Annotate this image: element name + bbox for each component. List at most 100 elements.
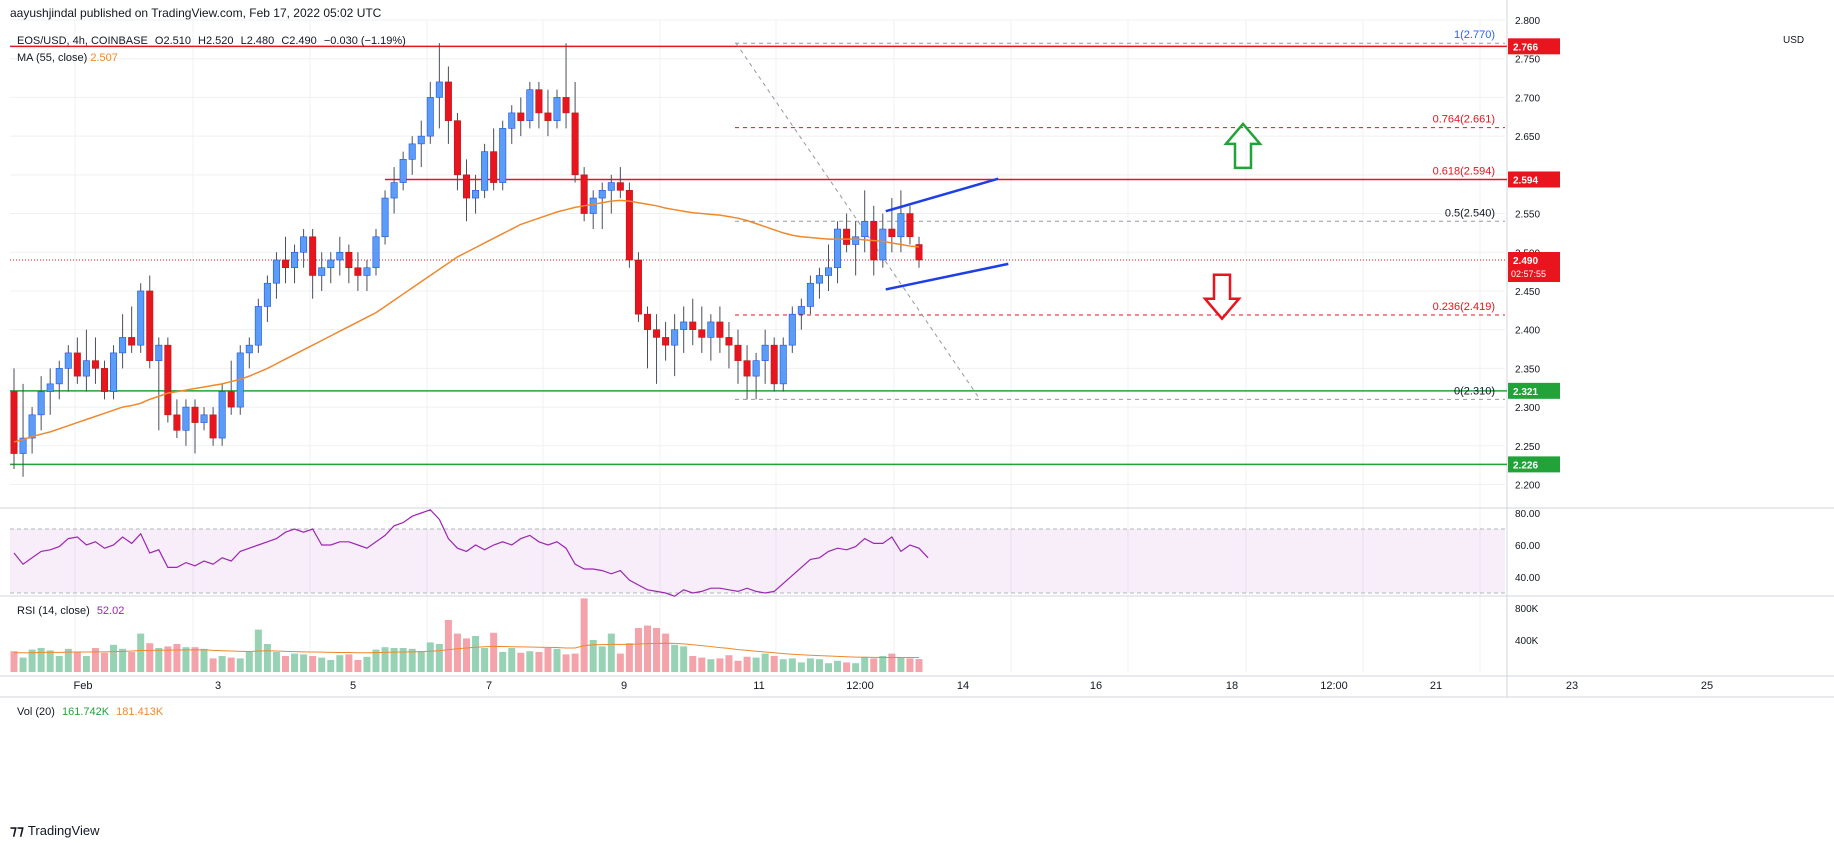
volume-bar: [734, 660, 742, 672]
candle-body: [834, 228, 842, 269]
time-tick-label: 21: [1430, 680, 1442, 692]
candle-body: [426, 97, 434, 137]
volume-bar: [73, 652, 81, 672]
volume-bar: [354, 660, 362, 672]
rsi-title: RSI (14, close): [17, 605, 90, 617]
volume-bar: [37, 648, 45, 672]
volume-bar: [906, 658, 914, 672]
price-tick-label: 2.300: [1515, 403, 1540, 414]
candle-body: [879, 228, 887, 261]
volume-bar: [526, 651, 534, 672]
candle-body: [490, 151, 498, 183]
candle-body: [544, 112, 552, 121]
price-tick-label: 2.650: [1515, 132, 1540, 143]
volume-bar: [788, 658, 796, 672]
volume-bar: [164, 646, 172, 672]
tradingview-logo-icon: ⁊⁊: [10, 822, 24, 838]
price-tick-label: 2.350: [1515, 364, 1540, 375]
fib-level-label: 0.5(2.540): [1445, 207, 1495, 219]
volume-bar: [589, 640, 597, 672]
volume-bar: [390, 648, 398, 672]
volume-bar: [580, 598, 588, 672]
candle-body: [444, 81, 452, 121]
price-tick-label: 2.250: [1515, 442, 1540, 453]
volume-bar: [843, 662, 851, 672]
volume-bar: [815, 659, 823, 672]
candle-body: [662, 337, 670, 346]
close-value: C2.490: [281, 35, 317, 47]
candle-body: [725, 337, 733, 346]
time-tick-label: 12:00: [846, 680, 874, 692]
candle-body: [10, 391, 18, 454]
candle-body: [82, 360, 90, 377]
volume-bar: [218, 656, 226, 672]
candle-body: [19, 437, 27, 454]
price-tick-label: 2.800: [1515, 16, 1540, 27]
volume-bar: [870, 658, 878, 672]
candle-body: [91, 360, 99, 369]
volume-bar: [508, 648, 516, 672]
time-tick-label: 16: [1090, 680, 1102, 692]
volume-bar: [671, 644, 679, 672]
candle-body: [915, 244, 923, 261]
volume-bar: [426, 642, 434, 672]
volume-bar: [879, 656, 887, 672]
footer-brand-label: TradingView: [27, 823, 100, 838]
candle-body: [345, 251, 353, 269]
candle-body: [508, 112, 516, 129]
fib-level-label: 1(2.770): [1454, 29, 1495, 41]
rsi-tick-label: 40.00: [1515, 573, 1540, 584]
volume-bar: [245, 652, 253, 672]
volume-bar: [209, 658, 217, 672]
volume-bar: [110, 644, 118, 672]
volume-bar: [662, 633, 670, 672]
ma-label: MA (55, close): [17, 52, 88, 64]
volume-bar: [852, 663, 860, 672]
volume-bar: [571, 653, 579, 672]
candle-body: [164, 344, 172, 416]
volume-bar: [372, 649, 380, 672]
candle-body: [761, 344, 769, 361]
time-tick-label: 25: [1701, 680, 1713, 692]
volume-bar: [101, 652, 108, 672]
arrow-down-icon: [1202, 273, 1242, 321]
volume-bar: [363, 656, 371, 672]
candle-body: [137, 290, 145, 346]
candle-body: [408, 143, 416, 160]
time-tick-label: Feb: [74, 680, 93, 692]
volume-bar: [680, 646, 688, 672]
volume-bar: [10, 651, 18, 672]
candle-body: [191, 406, 199, 423]
volume-bar: [806, 658, 814, 672]
volume-bar: [897, 657, 905, 672]
candle-body: [562, 97, 570, 114]
candle-body: [182, 406, 190, 431]
candle-body: [73, 352, 81, 377]
time-tick-label: 18: [1226, 680, 1238, 692]
candle-body: [435, 81, 443, 98]
arrow-up-icon: [1223, 121, 1263, 170]
volume-bar: [834, 660, 842, 672]
volume-bar: [182, 647, 190, 672]
candle-body: [209, 414, 217, 439]
candle-body: [453, 120, 461, 176]
candle-body: [272, 259, 280, 284]
price-tick-label: 2.200: [1515, 481, 1540, 492]
volume-bar: [119, 648, 127, 672]
candle-body: [716, 321, 724, 338]
candle-body: [779, 344, 787, 385]
volume-bar: [381, 647, 389, 672]
volume-bar: [770, 656, 778, 672]
candle-body: [607, 182, 615, 191]
volume-bar: [318, 657, 326, 672]
candle-body: [743, 360, 751, 377]
footer-brand[interactable]: ⁊⁊ TradingView: [10, 822, 99, 839]
fib-level-label: 0.236(2.419): [1433, 301, 1495, 313]
candle-body: [399, 159, 407, 183]
candle-body: [372, 236, 380, 269]
rsi-band: [10, 529, 1505, 593]
volume-bar: [625, 643, 633, 672]
resistance-line-tag: [1508, 171, 1560, 188]
volume-value: 161.742K: [61, 706, 110, 718]
